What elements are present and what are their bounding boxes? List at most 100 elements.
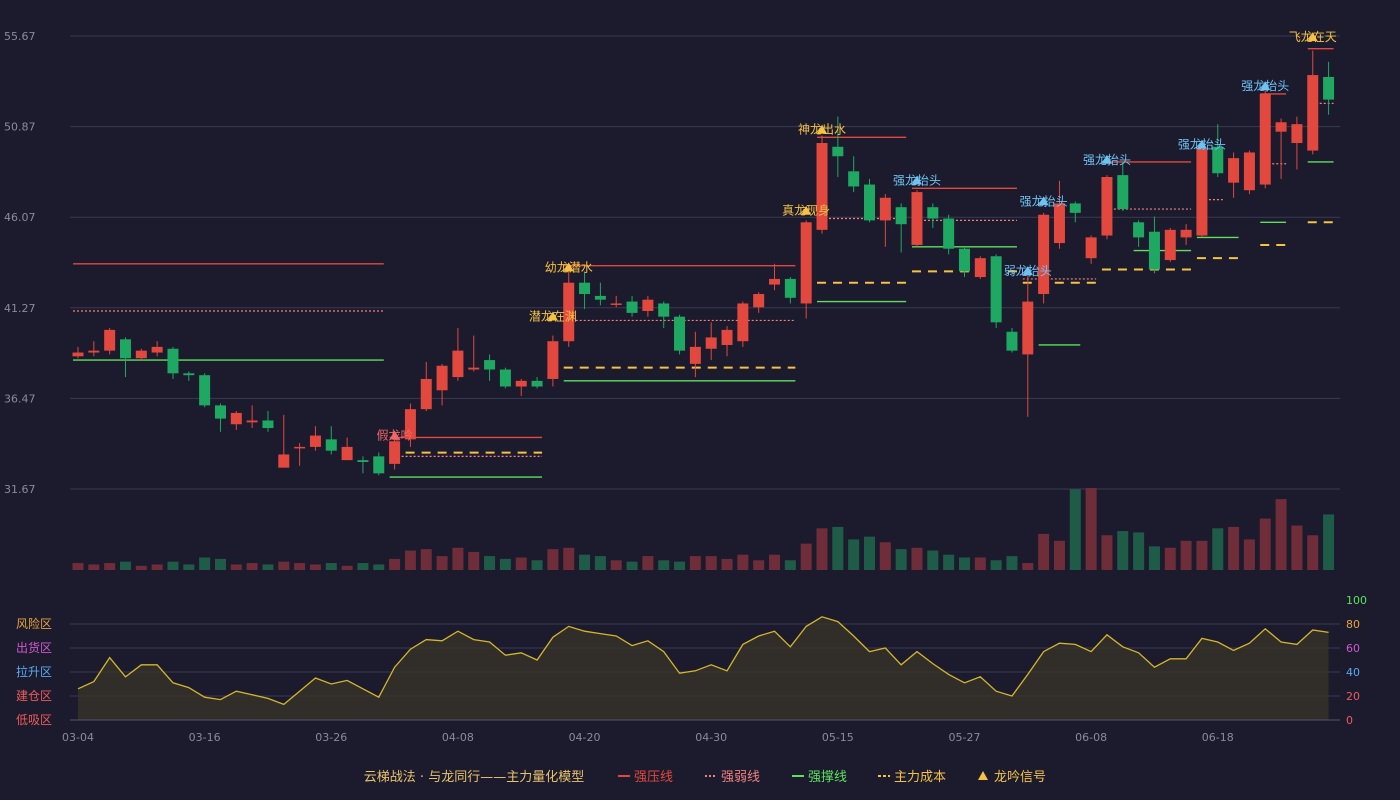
- candle-body: [1117, 175, 1129, 210]
- signal-marker: [389, 430, 400, 440]
- volume-bar: [1196, 540, 1208, 570]
- volume-bar: [373, 564, 385, 570]
- candle-body: [879, 197, 891, 221]
- candle-body: [1243, 152, 1255, 191]
- volume-bar: [230, 564, 242, 570]
- volume-bar: [753, 560, 765, 570]
- candle-body: [357, 460, 369, 463]
- volume-bar: [531, 560, 543, 570]
- volume-bar: [563, 547, 575, 570]
- signal-label: 潜龙在渊: [529, 309, 577, 323]
- candle-body: [911, 192, 923, 245]
- legend-signal-label: 龙吟信号: [994, 769, 1046, 785]
- candle-body: [721, 329, 733, 345]
- date-tick-label: 04-08: [442, 731, 474, 744]
- volume-bar: [183, 564, 195, 570]
- candle-body: [1069, 203, 1081, 213]
- volume-bar: [404, 550, 416, 570]
- candle-body: [1180, 229, 1192, 238]
- candle-body: [1101, 176, 1113, 236]
- osc-tick-label: 80: [1346, 618, 1360, 631]
- volume-bar: [911, 547, 923, 570]
- candle-body: [404, 409, 416, 440]
- volume-bar: [420, 549, 432, 570]
- candle-body: [499, 369, 511, 387]
- volume-bar: [1164, 547, 1176, 570]
- candle-body: [1275, 122, 1287, 132]
- volume-bar: [452, 547, 464, 570]
- osc-zone-label: 低吸区: [16, 713, 52, 727]
- volume-bar: [784, 560, 796, 570]
- osc-tick-label: 20: [1346, 690, 1360, 703]
- volume-bar: [1148, 546, 1160, 570]
- volume-bar: [515, 557, 527, 570]
- candle-body: [974, 258, 986, 278]
- volume-bar: [769, 554, 781, 570]
- volume-bar: [1101, 535, 1113, 570]
- volume-bar: [389, 558, 401, 570]
- osc-zone-label: 出货区: [16, 640, 52, 655]
- legend-weak-label: 强弱线: [721, 770, 760, 785]
- candle-body: [88, 350, 100, 353]
- candle-body: [848, 171, 860, 187]
- volume-bar: [705, 556, 717, 570]
- candle-body: [832, 146, 844, 157]
- signal-label: 强龙抬头: [893, 174, 941, 188]
- signal-marker: [911, 175, 922, 185]
- volume-bar: [927, 550, 939, 570]
- candle-body: [1164, 229, 1176, 261]
- signal-label: 弱龙抬头: [1004, 264, 1052, 278]
- date-tick-label: 04-30: [695, 731, 727, 744]
- date-tick-label: 03-26: [315, 731, 347, 744]
- legend-resistance-label: 强压线: [634, 770, 673, 785]
- candle-body: [151, 346, 163, 353]
- volume-bar: [626, 561, 638, 570]
- candle-body: [1085, 237, 1097, 259]
- candle-body: [373, 456, 385, 474]
- volume-bar: [879, 542, 891, 570]
- candle-body: [72, 352, 84, 357]
- oscillator-panel: [70, 616, 1340, 721]
- candle-body: [420, 378, 432, 410]
- candle-body: [579, 282, 591, 295]
- volume-bar: [848, 539, 860, 570]
- volume-bar: [943, 554, 955, 570]
- volume-bar: [1022, 563, 1034, 570]
- candle-body: [769, 278, 781, 285]
- volume-bar: [1053, 540, 1065, 570]
- legend-support-label: 强撑线: [808, 770, 847, 785]
- osc-zone-label: 拉升区: [16, 664, 52, 679]
- signal-marker: [1038, 196, 1049, 206]
- volume-bar: [214, 558, 226, 570]
- volume-bars: [72, 488, 1335, 570]
- volume-bar: [341, 565, 353, 570]
- candle-body: [642, 299, 654, 312]
- candle-body: [436, 365, 448, 391]
- volume-bar: [594, 556, 606, 570]
- volume-bar: [800, 543, 812, 570]
- date-tick-label: 04-20: [569, 731, 601, 744]
- volume-bar: [1069, 489, 1081, 570]
- legend-title: 云梯战法 · 与龙同行——主力量化模型: [364, 770, 584, 785]
- volume-bar: [1275, 499, 1287, 570]
- candle-body: [610, 303, 622, 305]
- candle-body: [816, 143, 828, 230]
- candle-body: [1133, 222, 1145, 238]
- volume-bar: [1291, 525, 1303, 570]
- candle-body: [1212, 146, 1224, 174]
- volume-bar: [642, 556, 654, 570]
- candles: [72, 50, 1335, 476]
- candle-body: [309, 435, 321, 447]
- volume-bar: [1006, 556, 1018, 570]
- signal-marker: [563, 262, 574, 272]
- volume-bar: [816, 528, 828, 570]
- candle-body: [1022, 301, 1034, 355]
- candle-body: [705, 337, 717, 349]
- date-tick-label: 05-27: [948, 731, 980, 744]
- candle-body: [262, 420, 274, 429]
- signal-label: 强龙抬头: [1020, 194, 1068, 208]
- candle-body: [484, 360, 496, 370]
- candle-body: [389, 441, 401, 464]
- signal-label: 强龙抬头: [1241, 79, 1289, 93]
- date-tick-label: 06-18: [1202, 731, 1234, 744]
